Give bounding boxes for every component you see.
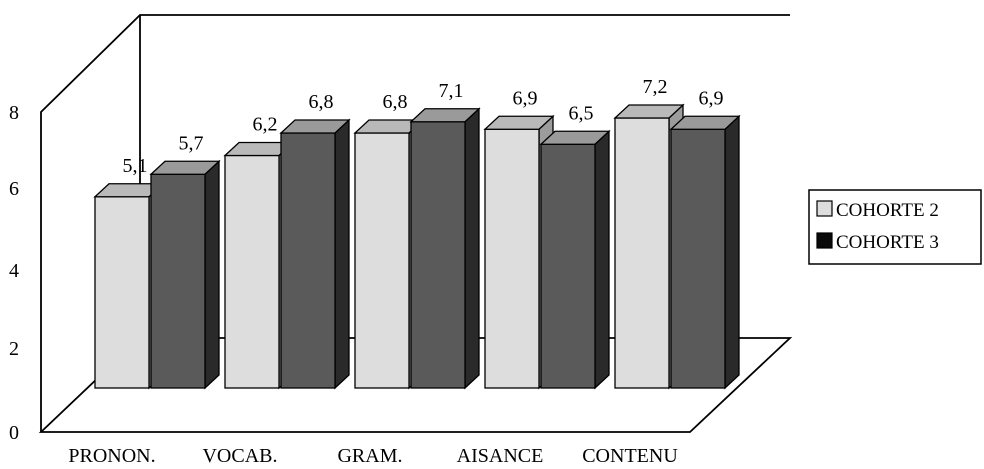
legend: COHORTE 2 COHORTE 3 (808, 189, 982, 265)
y-axis-ticks: 0 2 4 6 8 (9, 102, 19, 444)
x-category-label: PRONON. (68, 445, 155, 467)
y-tick-label: 6 (9, 178, 19, 200)
data-label: 6,8 (309, 91, 334, 113)
x-category-label: VOCAB. (202, 445, 277, 467)
data-label: 6,5 (569, 102, 594, 124)
data-label: 5,7 (179, 132, 204, 154)
data-label: 7,1 (439, 80, 464, 102)
legend-swatch (816, 232, 833, 249)
legend-label: COHORTE 3 (836, 232, 939, 253)
bar (539, 129, 611, 390)
bar (149, 159, 221, 390)
bar (279, 118, 351, 390)
x-axis-categories: PRONON. VOCAB. GRAM. AISANCE CONTENU (68, 445, 678, 467)
legend-label: COHORTE 2 (836, 200, 939, 221)
y-tick-label: 0 (9, 422, 19, 444)
y-tick-label: 8 (9, 102, 19, 124)
back-wall (40, 14, 790, 432)
legend-swatch (816, 200, 833, 217)
x-category-label: AISANCE (457, 445, 544, 467)
data-label: 6,9 (513, 87, 538, 109)
y-tick-label: 4 (9, 260, 19, 282)
data-label: 6,9 (699, 87, 724, 109)
bar (669, 114, 741, 390)
legend-box (808, 189, 982, 265)
x-category-label: CONTENU (582, 445, 678, 467)
y-tick-label: 2 (9, 338, 19, 360)
bar (409, 107, 481, 390)
x-category-label: GRAM. (337, 445, 402, 467)
data-label: 6,8 (383, 91, 408, 113)
data-label: 5,1 (123, 155, 148, 177)
data-label: 6,2 (253, 114, 278, 136)
bars: 5,1 5,7 6,2 6,8 6,8 7,1 6,9 6,5 7,2 6,9 (93, 76, 741, 390)
data-label: 7,2 (643, 76, 668, 98)
